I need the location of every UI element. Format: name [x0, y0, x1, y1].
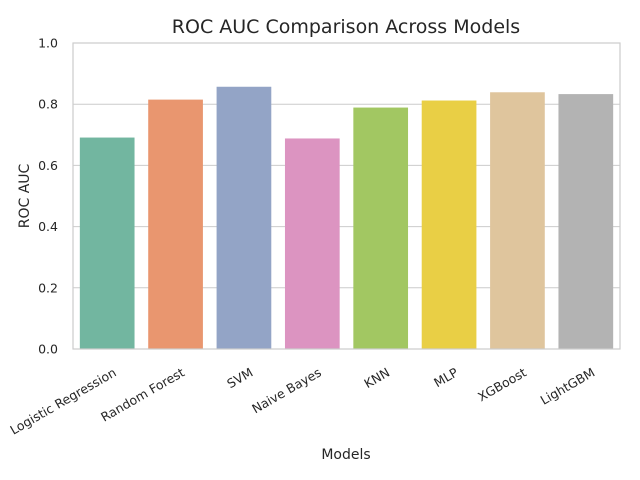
y-axis-label: ROC AUC [17, 163, 33, 228]
bar-naive-bayes [284, 138, 340, 349]
x-tick-label: Logistic Regression [7, 365, 118, 438]
x-tick-label: KNN [361, 365, 392, 391]
y-tick-label: 0.8 [38, 97, 58, 112]
chart-title: ROC AUC Comparison Across Models [172, 16, 520, 38]
x-tick-label: SVM [224, 365, 255, 392]
y-tick-label: 0.2 [38, 280, 58, 295]
x-tick-label: LightGBM [538, 365, 598, 408]
x-tick-label: XGBoost [475, 365, 529, 405]
y-tick-labels: 0.0 0.2 0.4 0.6 0.8 1.0 [38, 36, 58, 357]
bar-svm [216, 86, 272, 350]
x-tick-label: MLP [431, 364, 461, 390]
bar-mlp [421, 100, 477, 349]
bar-xgboost [490, 92, 545, 350]
bar-random-forest [148, 99, 203, 349]
plot-frame [72, 42, 621, 350]
bar-logistic-regression [79, 137, 135, 349]
y-tick-label: 0.0 [38, 342, 58, 357]
y-tick-label: 0.6 [38, 158, 58, 173]
bar-knn [353, 107, 409, 349]
bars [79, 86, 614, 350]
y-tick-label: 0.4 [38, 219, 58, 234]
y-tick-label: 1.0 [38, 36, 58, 51]
x-axis-label: Models [321, 447, 370, 463]
x-tick-label: Naive Bayes [249, 365, 324, 417]
bar-lightgbm [558, 94, 614, 350]
